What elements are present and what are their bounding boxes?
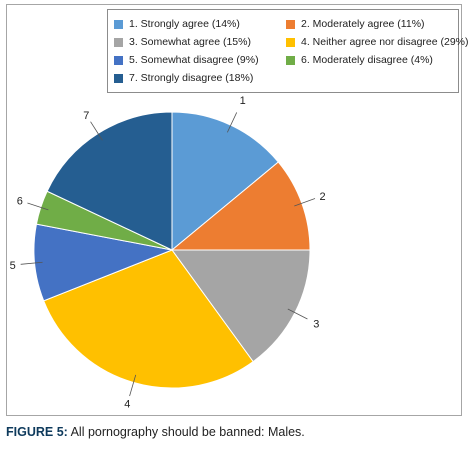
- callout-line-3: [287, 308, 308, 320]
- callout-label-5: 5: [10, 260, 16, 272]
- callout-line-6: [27, 202, 49, 211]
- legend-swatch-6: [286, 55, 295, 65]
- legend-item-2: 2. Moderately agree (11%): [286, 18, 458, 30]
- callout-label-3: 3: [313, 319, 319, 331]
- legend-row: 7. Strongly disagree (18%): [114, 69, 458, 87]
- legend-swatch-3: [114, 37, 123, 47]
- legend-label-7: 7. Strongly disagree (18%): [129, 72, 254, 84]
- callout-label-6: 6: [17, 196, 23, 208]
- legend-item-5: 5. Somewhat disagree (9%): [114, 54, 286, 66]
- legend-swatch-5: [114, 55, 123, 65]
- legend-item-3: 3. Somewhat agree (15%): [114, 36, 286, 48]
- callout-label-1: 1: [240, 95, 246, 107]
- legend-swatch-1: [114, 19, 123, 29]
- legend-swatch-4: [286, 37, 295, 47]
- figure-caption-text: All pornography should be banned: Males.: [67, 425, 305, 439]
- callout-line-1: [226, 112, 238, 133]
- callout-line-2: [294, 198, 316, 207]
- figure-caption-label: FIGURE 5:: [6, 425, 68, 439]
- callout-line-5: [20, 261, 43, 265]
- callout-label-7: 7: [83, 110, 89, 122]
- legend-row: 1. Strongly agree (14%) 2. Moderately ag…: [114, 15, 458, 33]
- legend-row: 5. Somewhat disagree (9%) 6. Moderately …: [114, 51, 458, 69]
- figure-caption: FIGURE 5: All pornography should be bann…: [6, 425, 305, 439]
- legend-item-7: 7. Strongly disagree (18%): [114, 72, 286, 84]
- callout-label-4: 4: [124, 399, 130, 411]
- legend-label-6: 6. Moderately disagree (4%): [301, 54, 433, 66]
- legend-item-1: 1. Strongly agree (14%): [114, 18, 286, 30]
- slice-callouts: 1 2 3 4 5 6 7: [10, 95, 326, 411]
- legend-label-4: 4. Neither agree nor disagree (29%): [301, 36, 469, 48]
- pie-slices: [33, 111, 311, 389]
- callout-line-4: [129, 374, 137, 397]
- legend-label-2: 2. Moderately agree (11%): [301, 18, 425, 30]
- callout-line-7: [90, 121, 103, 141]
- legend-label-1: 1. Strongly agree (14%): [129, 18, 240, 30]
- pie-chart: 1 2 3 4 5 6 7: [10, 95, 326, 411]
- legend-row: 3. Somewhat agree (15%) 4. Neither agree…: [114, 33, 469, 51]
- legend-label-5: 5. Somewhat disagree (9%): [129, 54, 259, 66]
- callout-label-2: 2: [319, 191, 325, 203]
- legend-swatch-2: [286, 19, 295, 29]
- legend-label-3: 3. Somewhat agree (15%): [129, 36, 251, 48]
- legend-swatch-7: [114, 73, 123, 83]
- chart-legend: 1. Strongly agree (14%) 2. Moderately ag…: [107, 9, 469, 93]
- legend-item-4: 4. Neither agree nor disagree (29%): [286, 36, 469, 48]
- legend-item-6: 6. Moderately disagree (4%): [286, 54, 458, 66]
